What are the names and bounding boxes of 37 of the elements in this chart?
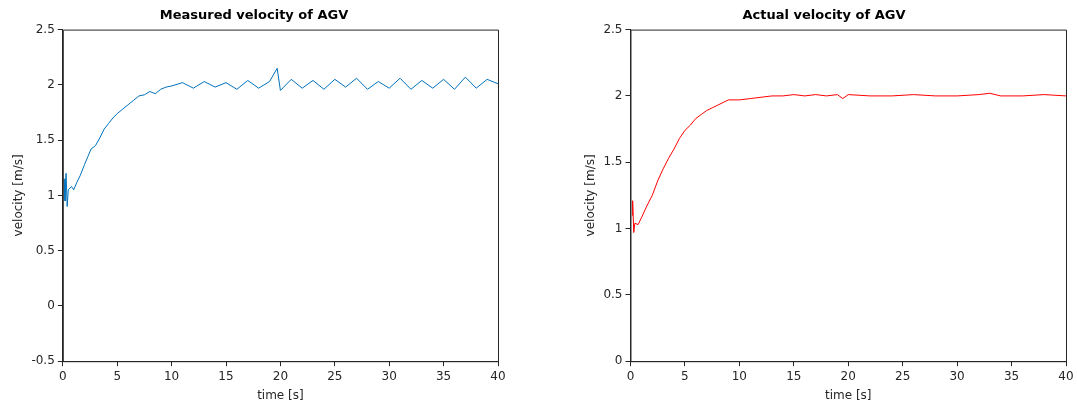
y-tick-label: 2.5 bbox=[35, 21, 55, 36]
x-tick-label: 10 bbox=[731, 368, 747, 383]
x-tick-label: 40 bbox=[1058, 368, 1074, 383]
y-tick-label: 2.5 bbox=[603, 21, 623, 36]
y-axis-title: velocity [m/s] bbox=[11, 154, 26, 237]
x-tick-label: 10 bbox=[163, 368, 180, 383]
x-tick-label: 15 bbox=[786, 368, 802, 383]
x-tick-label: 5 bbox=[113, 368, 122, 383]
x-tick-label: 20 bbox=[272, 368, 289, 383]
x-tick-label: 25 bbox=[327, 368, 343, 383]
x-tick-label: 30 bbox=[381, 368, 397, 383]
x-tick-label: 30 bbox=[949, 368, 965, 383]
y-tick-label: 1 bbox=[47, 187, 55, 202]
y-tick-label: 1.5 bbox=[35, 132, 55, 147]
x-tick-label: 35 bbox=[435, 368, 452, 383]
x-tick-label: 40 bbox=[490, 368, 506, 383]
x-tick-label: 0 bbox=[626, 368, 635, 383]
y-tick-label: 1 bbox=[614, 220, 623, 235]
y-tick-label: 1.5 bbox=[603, 154, 623, 169]
y-tick-label: 0 bbox=[614, 353, 623, 368]
chart-title: Actual velocity of AGV bbox=[742, 7, 906, 23]
x-tick-label: 20 bbox=[840, 368, 856, 383]
y-tick-label: 2 bbox=[47, 76, 55, 91]
x-tick-label: 5 bbox=[681, 368, 689, 383]
y-tick-label: 0.5 bbox=[603, 287, 623, 302]
x-axis-title: time [s] bbox=[257, 387, 304, 402]
y-tick-label: -0.5 bbox=[31, 353, 55, 368]
x-tick-label: 35 bbox=[1003, 368, 1020, 383]
y-axis-title: velocity [m/s] bbox=[583, 154, 598, 237]
x-tick-label: 0 bbox=[58, 368, 67, 383]
y-tick-label: 2 bbox=[614, 88, 623, 103]
x-tick-label: 15 bbox=[218, 368, 234, 383]
x-axis-title: time [s] bbox=[824, 387, 872, 402]
y-tick-label: 0 bbox=[47, 298, 55, 313]
x-tick-label: 25 bbox=[895, 368, 911, 383]
y-tick-label: 0.5 bbox=[35, 242, 55, 257]
chart-title: Measured velocity of AGV bbox=[159, 7, 349, 23]
